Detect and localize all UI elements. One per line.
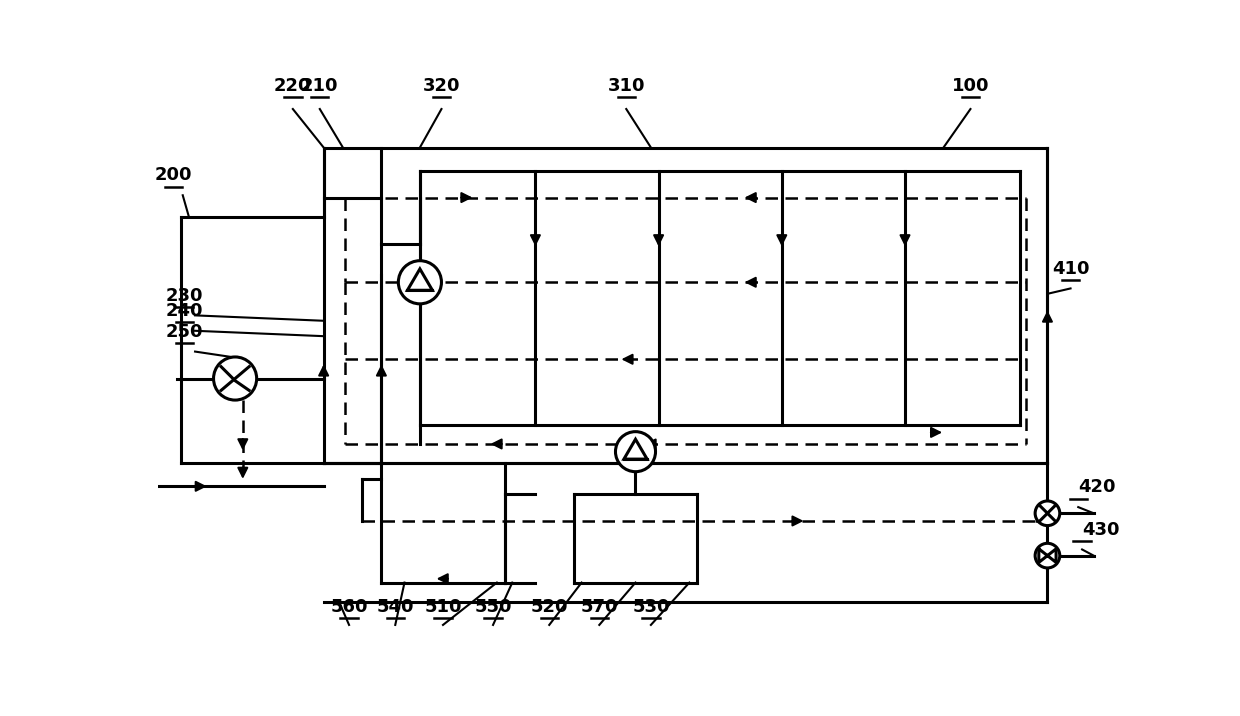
Circle shape — [1035, 543, 1060, 568]
Circle shape — [1035, 501, 1060, 526]
Circle shape — [213, 357, 257, 400]
Text: 550: 550 — [474, 598, 512, 616]
Text: 320: 320 — [423, 77, 460, 95]
Text: 570: 570 — [580, 598, 618, 616]
Text: 510: 510 — [424, 598, 461, 616]
Text: 410: 410 — [1052, 260, 1089, 278]
Circle shape — [398, 261, 441, 304]
Text: 100: 100 — [952, 77, 990, 95]
Text: 210: 210 — [301, 77, 339, 95]
Text: 310: 310 — [608, 77, 645, 95]
Text: 230: 230 — [165, 286, 203, 304]
Text: 540: 540 — [377, 598, 414, 616]
Text: 560: 560 — [330, 598, 368, 616]
Text: 200: 200 — [155, 167, 192, 185]
Text: 420: 420 — [1079, 478, 1116, 496]
Text: 530: 530 — [632, 598, 670, 616]
Text: 250: 250 — [165, 323, 203, 341]
Text: 240: 240 — [165, 302, 203, 320]
Circle shape — [615, 432, 656, 472]
Text: 520: 520 — [531, 598, 568, 616]
Text: 430: 430 — [1083, 521, 1120, 538]
Text: 220: 220 — [274, 77, 311, 95]
